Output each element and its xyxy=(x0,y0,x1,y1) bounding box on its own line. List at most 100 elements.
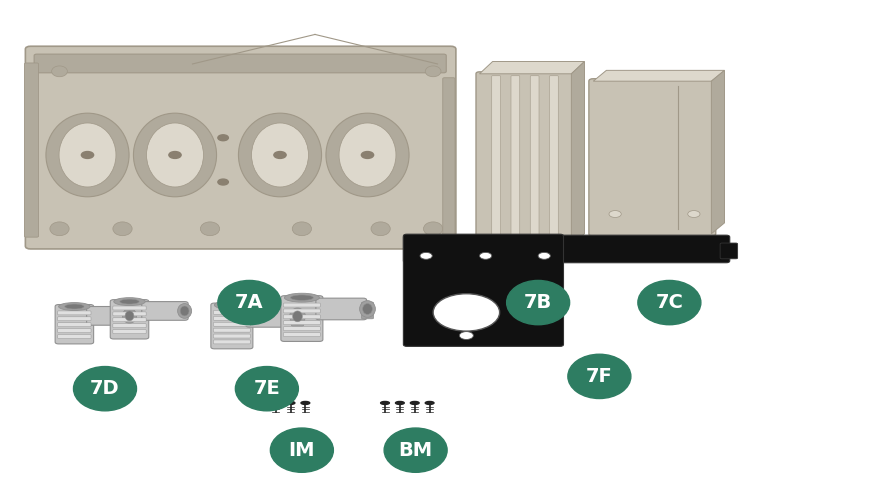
Circle shape xyxy=(609,211,621,217)
Ellipse shape xyxy=(371,222,390,236)
FancyBboxPatch shape xyxy=(113,330,146,334)
Ellipse shape xyxy=(238,113,322,197)
Ellipse shape xyxy=(214,301,249,309)
Ellipse shape xyxy=(425,401,434,404)
FancyBboxPatch shape xyxy=(403,234,564,346)
Ellipse shape xyxy=(50,222,69,236)
Ellipse shape xyxy=(180,306,189,316)
Circle shape xyxy=(169,152,181,158)
Circle shape xyxy=(480,252,492,259)
Text: 7A: 7A xyxy=(235,293,263,312)
FancyBboxPatch shape xyxy=(110,300,149,339)
Ellipse shape xyxy=(340,123,396,187)
FancyBboxPatch shape xyxy=(25,46,456,249)
Ellipse shape xyxy=(147,123,203,187)
FancyBboxPatch shape xyxy=(284,321,320,325)
FancyBboxPatch shape xyxy=(211,303,253,349)
Ellipse shape xyxy=(46,113,130,197)
FancyBboxPatch shape xyxy=(58,329,91,333)
Ellipse shape xyxy=(326,113,410,197)
Ellipse shape xyxy=(290,295,313,300)
Ellipse shape xyxy=(292,222,311,236)
Ellipse shape xyxy=(200,222,220,236)
Ellipse shape xyxy=(120,299,139,304)
Polygon shape xyxy=(711,70,724,234)
FancyBboxPatch shape xyxy=(291,309,304,319)
FancyBboxPatch shape xyxy=(492,76,500,244)
Ellipse shape xyxy=(360,301,375,317)
FancyBboxPatch shape xyxy=(214,340,250,344)
FancyBboxPatch shape xyxy=(113,312,146,316)
Circle shape xyxy=(538,252,550,259)
FancyBboxPatch shape xyxy=(214,328,250,332)
FancyBboxPatch shape xyxy=(214,316,250,320)
Ellipse shape xyxy=(286,401,295,404)
FancyBboxPatch shape xyxy=(495,244,514,267)
Ellipse shape xyxy=(425,66,441,77)
FancyBboxPatch shape xyxy=(142,302,188,320)
FancyBboxPatch shape xyxy=(284,333,320,337)
FancyBboxPatch shape xyxy=(316,298,367,320)
Text: 7E: 7E xyxy=(254,379,280,398)
Ellipse shape xyxy=(410,401,419,404)
FancyBboxPatch shape xyxy=(476,72,575,248)
Ellipse shape xyxy=(65,304,84,309)
FancyBboxPatch shape xyxy=(284,303,320,307)
Circle shape xyxy=(218,179,228,185)
Ellipse shape xyxy=(74,367,136,411)
Ellipse shape xyxy=(301,401,310,404)
Ellipse shape xyxy=(52,66,67,77)
FancyBboxPatch shape xyxy=(589,79,716,236)
Ellipse shape xyxy=(396,401,404,404)
FancyBboxPatch shape xyxy=(284,309,320,313)
Text: 7D: 7D xyxy=(90,379,120,398)
Text: 7C: 7C xyxy=(655,293,683,312)
Ellipse shape xyxy=(507,280,570,325)
FancyBboxPatch shape xyxy=(58,311,91,315)
Ellipse shape xyxy=(292,311,303,322)
Circle shape xyxy=(688,211,700,217)
Ellipse shape xyxy=(384,428,447,472)
FancyBboxPatch shape xyxy=(550,76,558,244)
Circle shape xyxy=(274,152,286,158)
FancyBboxPatch shape xyxy=(34,54,446,73)
Polygon shape xyxy=(480,62,584,74)
Ellipse shape xyxy=(638,280,701,325)
Ellipse shape xyxy=(568,354,631,399)
Ellipse shape xyxy=(178,304,192,318)
Ellipse shape xyxy=(290,308,305,325)
Ellipse shape xyxy=(220,302,243,308)
FancyBboxPatch shape xyxy=(58,323,91,327)
FancyBboxPatch shape xyxy=(246,306,297,327)
Ellipse shape xyxy=(252,123,309,187)
Polygon shape xyxy=(593,70,724,81)
Circle shape xyxy=(433,294,500,331)
Polygon shape xyxy=(571,62,584,246)
Ellipse shape xyxy=(270,428,333,472)
FancyBboxPatch shape xyxy=(214,310,250,314)
Ellipse shape xyxy=(123,308,136,323)
Circle shape xyxy=(81,152,94,158)
Ellipse shape xyxy=(113,222,132,236)
FancyBboxPatch shape xyxy=(443,78,455,237)
FancyBboxPatch shape xyxy=(113,318,146,322)
Ellipse shape xyxy=(424,222,443,236)
Circle shape xyxy=(420,252,432,259)
Circle shape xyxy=(218,135,228,141)
Text: IM: IM xyxy=(289,441,315,460)
FancyBboxPatch shape xyxy=(361,302,374,311)
FancyBboxPatch shape xyxy=(113,306,146,310)
FancyBboxPatch shape xyxy=(291,317,304,326)
Circle shape xyxy=(459,332,473,339)
FancyBboxPatch shape xyxy=(281,296,323,341)
Ellipse shape xyxy=(60,123,116,187)
FancyBboxPatch shape xyxy=(87,307,133,325)
FancyBboxPatch shape xyxy=(284,315,320,319)
FancyBboxPatch shape xyxy=(535,244,554,267)
Ellipse shape xyxy=(363,304,373,314)
Ellipse shape xyxy=(235,367,298,411)
Ellipse shape xyxy=(284,293,319,302)
FancyBboxPatch shape xyxy=(55,305,94,344)
Ellipse shape xyxy=(271,401,280,404)
Ellipse shape xyxy=(381,401,389,404)
